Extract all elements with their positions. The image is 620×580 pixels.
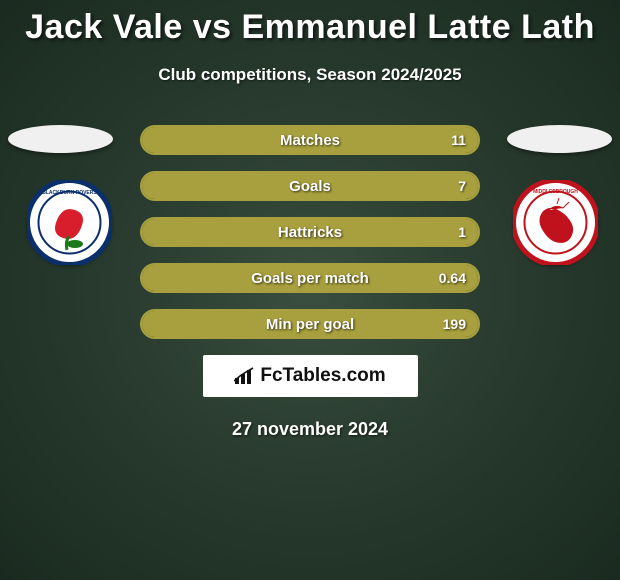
stat-label: Goals [289, 178, 331, 195]
club-badge-left: BLACKBURN ROVERS [27, 180, 112, 265]
player-right-avatar [507, 125, 612, 153]
stat-value-right: 7 [458, 178, 466, 194]
stat-row-hattricks: Hattricks 1 [140, 217, 480, 247]
player-left-avatar [8, 125, 113, 153]
club-badge-right: MIDDLESBROUGH [513, 180, 598, 265]
stat-label: Goals per match [251, 270, 369, 287]
blackburn-badge-icon: BLACKBURN ROVERS [27, 180, 112, 265]
stat-row-matches: Matches 11 [140, 125, 480, 155]
stat-value-right: 1 [458, 224, 466, 240]
stat-row-goals: Goals 7 [140, 171, 480, 201]
stat-value-right: 11 [451, 132, 466, 148]
stat-row-min-per-goal: Min per goal 199 [140, 309, 480, 339]
svg-text:MIDDLESBROUGH: MIDDLESBROUGH [533, 189, 578, 195]
brand-box[interactable]: FcTables.com [203, 355, 418, 397]
date-text: 27 november 2024 [0, 419, 620, 440]
stat-label: Min per goal [266, 316, 354, 333]
stat-value-right: 199 [443, 316, 466, 332]
stats-list: Matches 11 Goals 7 Hattricks 1 Goals per… [140, 125, 480, 339]
stat-label: Hattricks [278, 224, 342, 241]
stat-row-goals-per-match: Goals per match 0.64 [140, 263, 480, 293]
brand-label: FcTables.com [234, 365, 385, 387]
page-title: Jack Vale vs Emmanuel Latte Lath [0, 0, 620, 47]
middlesbrough-badge-icon: MIDDLESBROUGH [513, 180, 598, 265]
stat-value-right: 0.64 [439, 270, 466, 286]
svg-text:BLACKBURN ROVERS: BLACKBURN ROVERS [42, 190, 97, 196]
subtitle: Club competitions, Season 2024/2025 [0, 65, 620, 85]
comparison-area: BLACKBURN ROVERS MIDDLESBROUGH Matches 1… [0, 125, 620, 440]
bar-chart-icon [234, 367, 256, 385]
stat-label: Matches [280, 132, 340, 149]
brand-text: FcTables.com [260, 365, 385, 387]
